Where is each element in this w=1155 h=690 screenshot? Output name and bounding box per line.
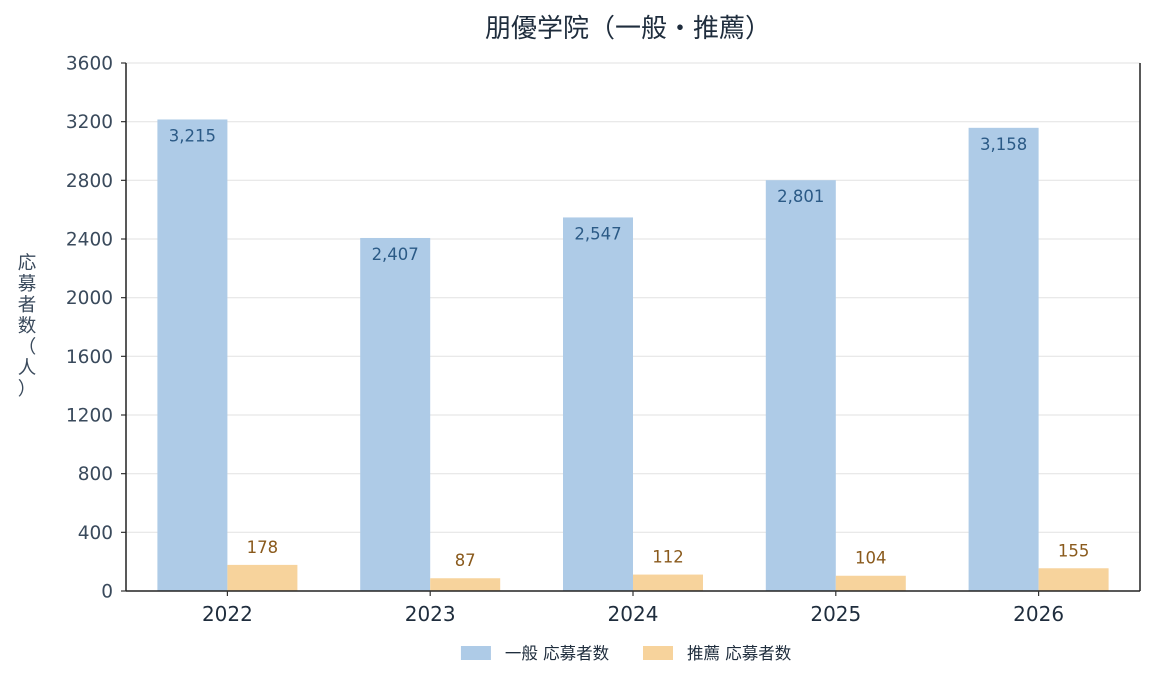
- data-labels: 3,215 178 2,407 87 2,547 112 2,801 104 3,158 155: [169, 126, 1090, 570]
- data-label: 178: [247, 538, 279, 557]
- bar: [835, 575, 906, 591]
- legend-label: 一般 応募者数: [505, 644, 610, 663]
- bar: [430, 578, 501, 591]
- chart-title: 朋優学院（一般・推薦）: [485, 14, 771, 44]
- y-axis-title: 応募者数（人）: [18, 253, 37, 400]
- bar: [765, 180, 836, 592]
- data-label: 2,407: [372, 245, 419, 264]
- x-tick-label: 2024: [608, 602, 659, 626]
- data-label: 112: [652, 548, 684, 567]
- data-label: 104: [855, 549, 887, 568]
- y-axis-label: 応募者数（人）: [18, 253, 37, 400]
- axes: [121, 62, 1141, 596]
- data-label: 3,215: [169, 126, 216, 145]
- y-tick-label: 3600: [66, 54, 113, 75]
- legend-label: 推薦 応募者数: [687, 644, 792, 663]
- y-tick-label: 1600: [66, 347, 113, 368]
- legend: 一般 応募者数 推薦 応募者数: [460, 644, 792, 663]
- bar: [633, 574, 703, 591]
- y-tick-label: 2800: [66, 171, 113, 192]
- y-tick-label: 1200: [66, 406, 113, 427]
- data-label: 2,801: [777, 187, 824, 206]
- bar: [360, 237, 431, 591]
- bar: [157, 119, 228, 591]
- x-tick-label: 2026: [1013, 602, 1064, 626]
- x-tick-label: 2023: [405, 602, 456, 626]
- legend-swatch: [643, 646, 673, 660]
- data-label: 155: [1058, 541, 1090, 560]
- bars: [157, 119, 1109, 592]
- y-tick-labels: 0 400 800 1200 1600 2000 2400 2800 3200 3600: [66, 54, 113, 603]
- y-tick-label: 400: [78, 523, 113, 544]
- bar: [1038, 568, 1109, 591]
- bar: [563, 217, 633, 591]
- y-tick-label: 2000: [66, 288, 113, 309]
- y-tick-label: 0: [101, 582, 113, 603]
- legend-swatch: [460, 646, 491, 660]
- data-label: 2,547: [574, 224, 621, 243]
- y-tick-label: 3200: [66, 112, 113, 133]
- y-tick-label: 800: [78, 464, 113, 485]
- data-label: 3,158: [980, 135, 1027, 154]
- bar: [968, 127, 1039, 592]
- x-tick-label: 2022: [202, 602, 253, 626]
- x-tick-labels: 2022 2023 2024 2025 2026: [202, 602, 1064, 626]
- y-tick-label: 2400: [66, 230, 113, 251]
- data-label: 87: [455, 551, 476, 570]
- bar: [227, 564, 298, 591]
- x-tick-label: 2025: [810, 602, 861, 626]
